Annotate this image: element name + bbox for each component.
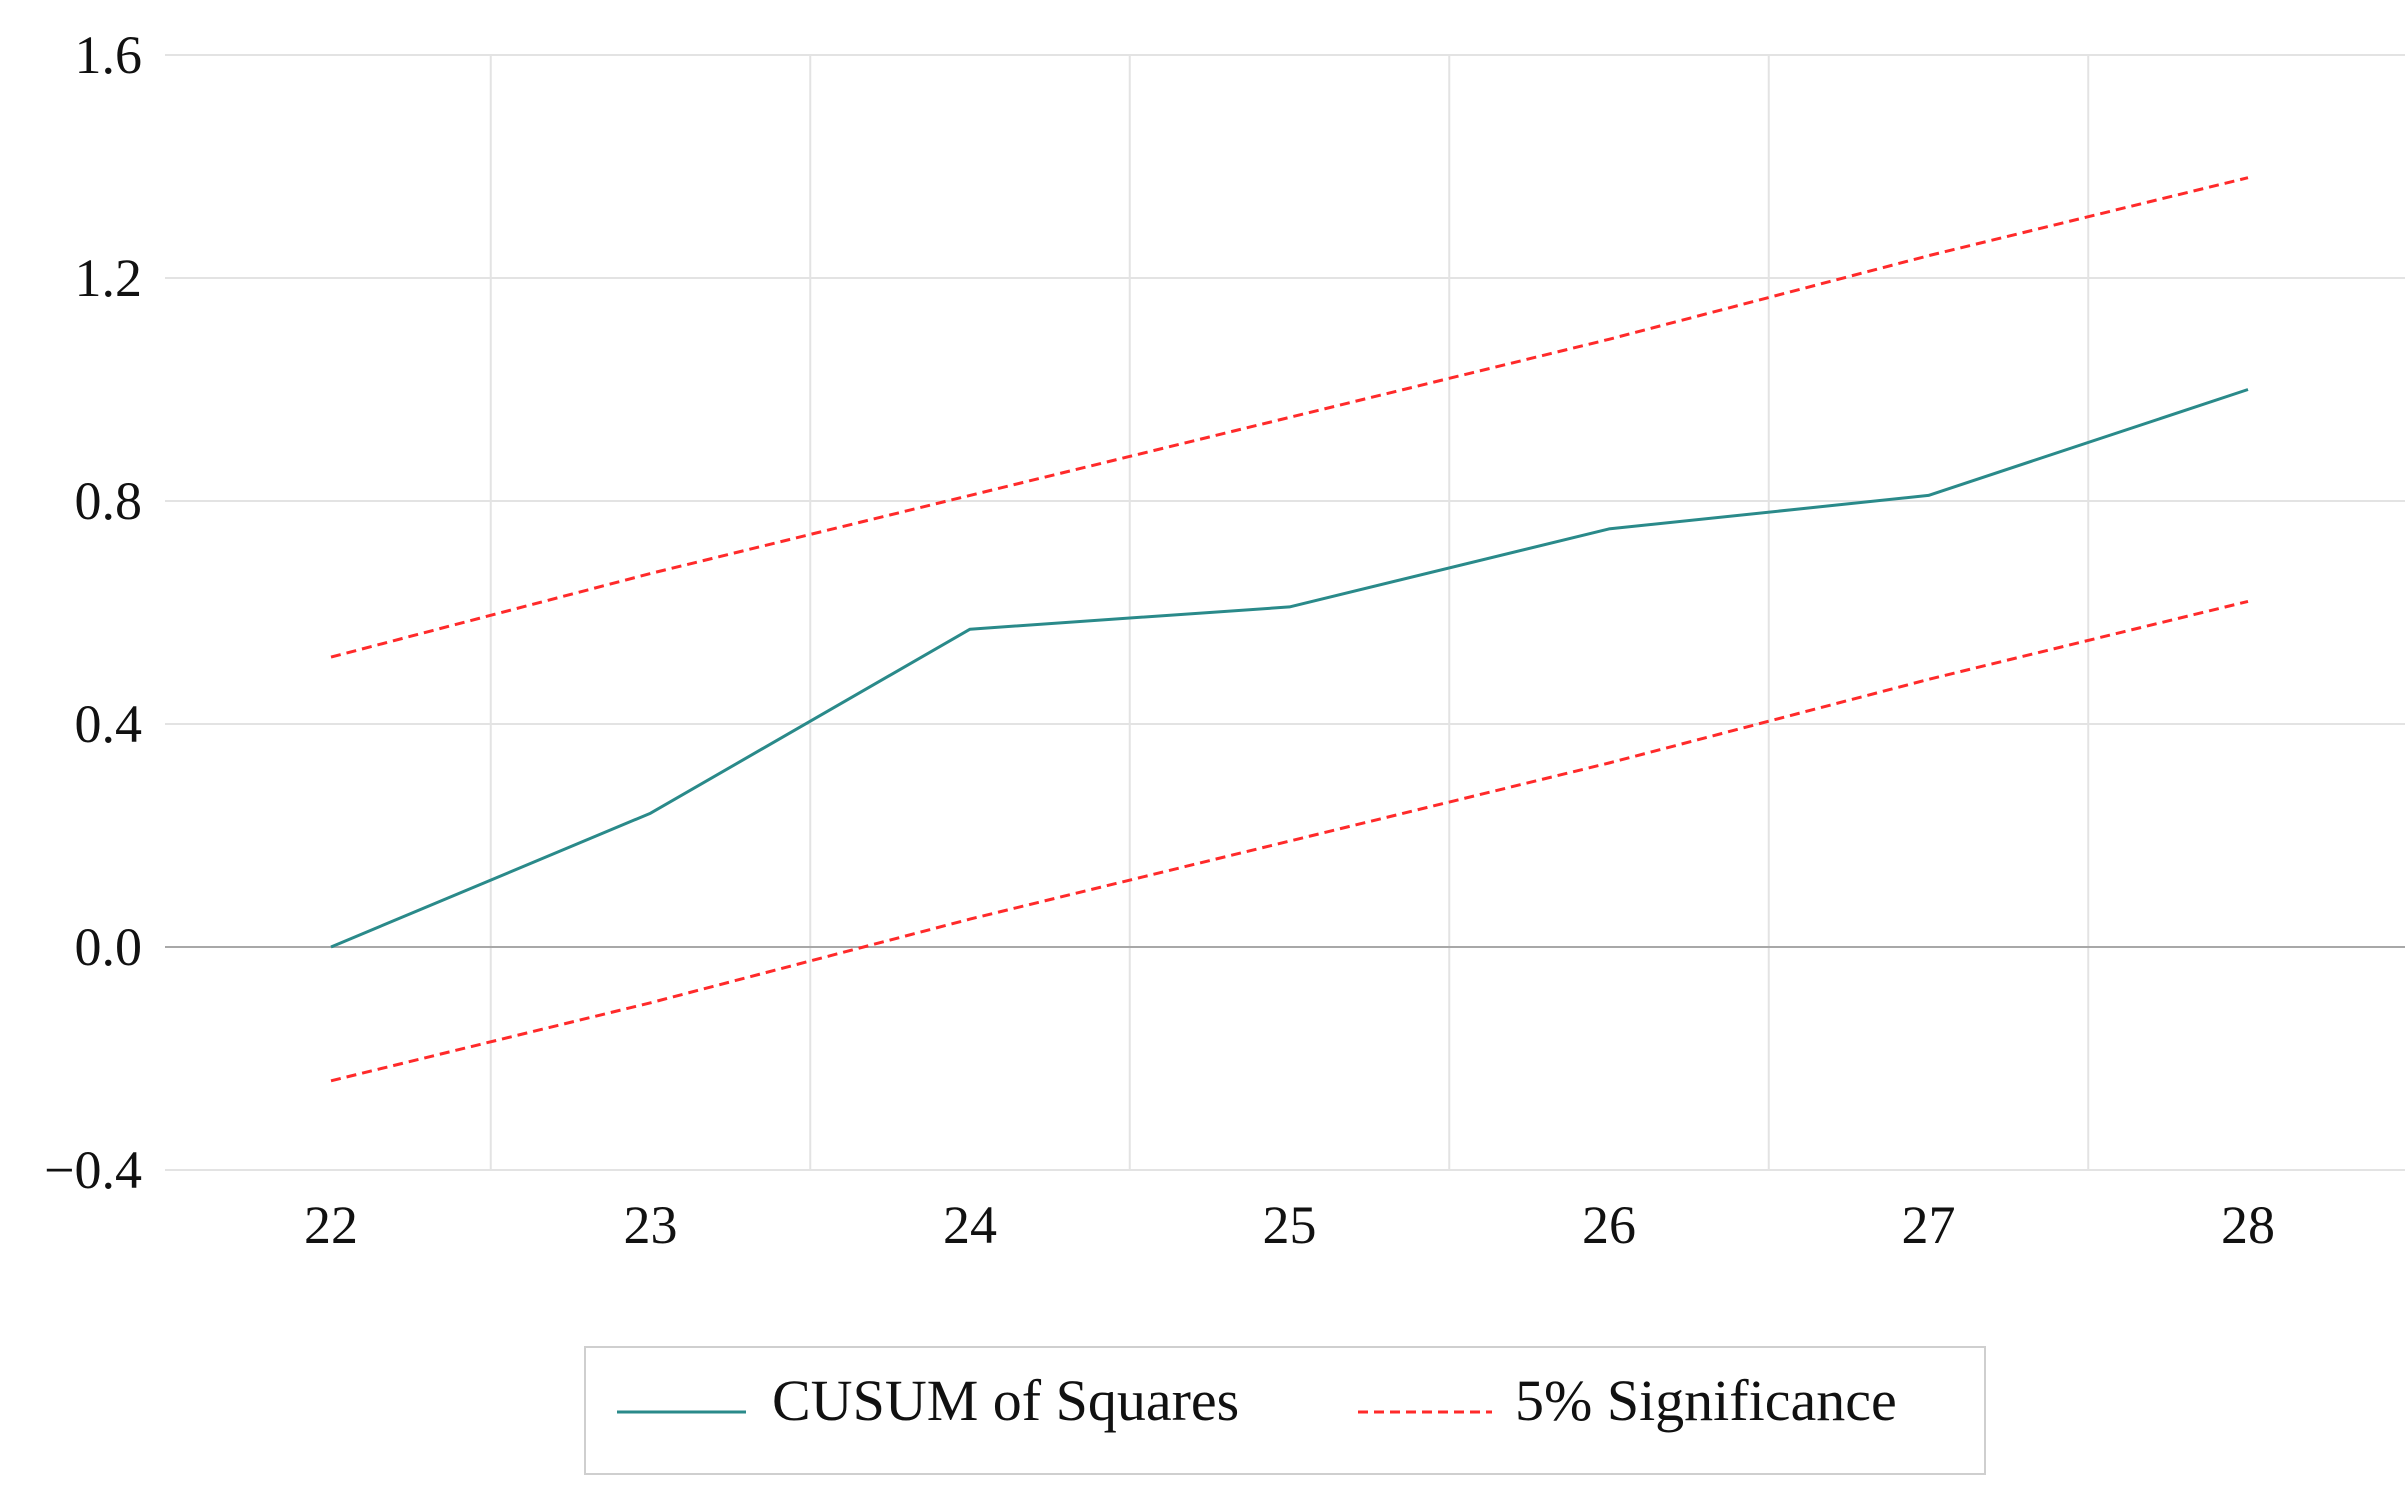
x-tick-label: 25 — [1263, 1195, 1317, 1255]
x-tick-label: 22 — [304, 1195, 358, 1255]
upper-significance-line — [330, 176, 2249, 659]
cusum-line — [330, 388, 2249, 949]
legend: CUSUM of Squares 5% Significance — [584, 1346, 1986, 1475]
legend-label-significance: 5% Significance — [1515, 1368, 1897, 1433]
x-tick-label: 24 — [943, 1195, 997, 1255]
x-axis-ticks: 22 23 24 25 26 27 28 — [304, 1195, 2275, 1255]
lower-significance-line — [330, 599, 2249, 1083]
series-lines — [330, 176, 2249, 1083]
y-tick-label: 0.0 — [75, 917, 143, 977]
y-tick-label: 1.6 — [75, 25, 143, 85]
x-tick-label: 26 — [1582, 1195, 1636, 1255]
x-tick-label: 28 — [2221, 1195, 2275, 1255]
y-axis-ticks: 1.6 1.2 0.8 0.4 0.0 −0.4 — [44, 25, 142, 1200]
y-tick-label: 0.8 — [75, 471, 143, 531]
x-tick-label: 23 — [624, 1195, 678, 1255]
legend-box — [584, 1346, 1986, 1475]
x-tick-label: 27 — [1902, 1195, 1956, 1255]
legend-label-cusum: CUSUM of Squares — [772, 1368, 1239, 1433]
y-tick-label: −0.4 — [44, 1140, 142, 1200]
y-tick-label: 0.4 — [75, 694, 143, 754]
grid — [165, 54, 2405, 1171]
y-tick-label: 1.2 — [75, 248, 143, 308]
